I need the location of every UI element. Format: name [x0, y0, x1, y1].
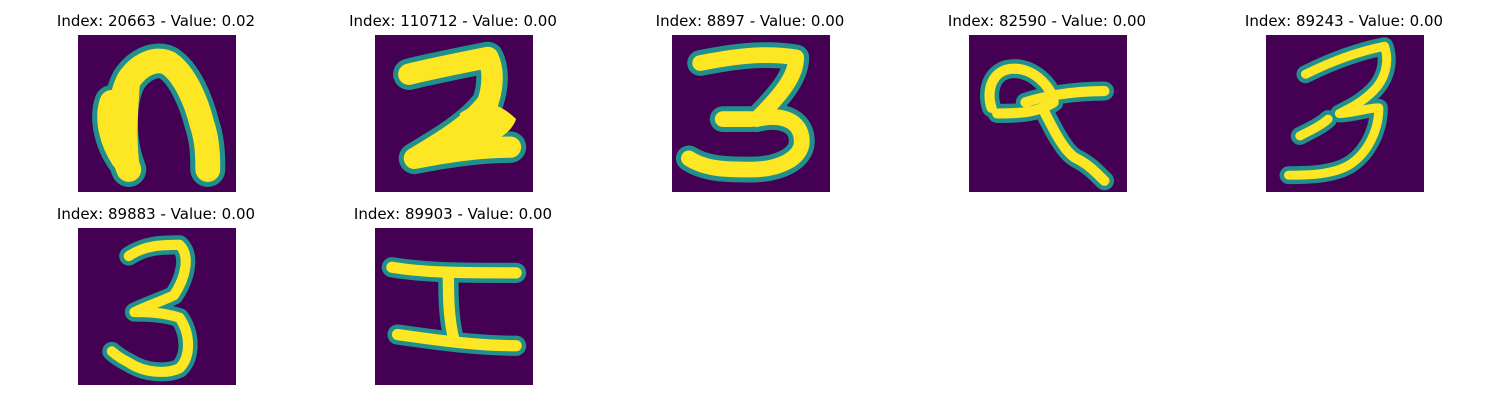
digit-glyph [979, 59, 1115, 191]
panel-title: Index: 89883 - Value: 0.00 [56, 205, 256, 223]
panel-6: Index: 89883 - Value: 0.00 [26, 193, 286, 385]
panel-title: Index: 110712 - Value: 0.00 [349, 12, 557, 30]
digit-image-3 [78, 228, 236, 385]
panel-3: Index: 8897 - Value: 0.00 [620, 0, 880, 192]
panel-4: Index: 82590 - Value: 0.00 [917, 0, 1177, 192]
digit-glyph [1279, 37, 1396, 185]
digit-image-h [375, 228, 533, 385]
digit-image-n [78, 35, 236, 192]
digit-glyph [381, 257, 527, 356]
panel-title: Index: 8897 - Value: 0.00 [655, 12, 845, 30]
panel-title: Index: 20663 - Value: 0.02 [56, 12, 256, 30]
panel-title: Index: 89243 - Value: 0.00 [1244, 12, 1444, 30]
panel-2: Index: 110712 - Value: 0.00 [323, 0, 583, 192]
digit-glyph [393, 41, 527, 175]
digit-image-3 [672, 35, 830, 192]
digit-image-a [969, 35, 1127, 192]
digit-image-3 [1266, 35, 1424, 192]
panel-title: Index: 82590 - Value: 0.00 [947, 12, 1147, 30]
digit-image-2 [375, 35, 533, 192]
digit-glyph [675, 42, 815, 183]
panel-7: Index: 89903 - Value: 0.00 [323, 193, 583, 385]
panel-title: Index: 89903 - Value: 0.00 [353, 205, 553, 223]
digit-glyph [102, 235, 198, 382]
panel-1: Index: 20663 - Value: 0.02 [26, 0, 286, 192]
panel-5: Index: 89243 - Value: 0.00 [1214, 0, 1474, 192]
digit-glyph [92, 43, 226, 187]
